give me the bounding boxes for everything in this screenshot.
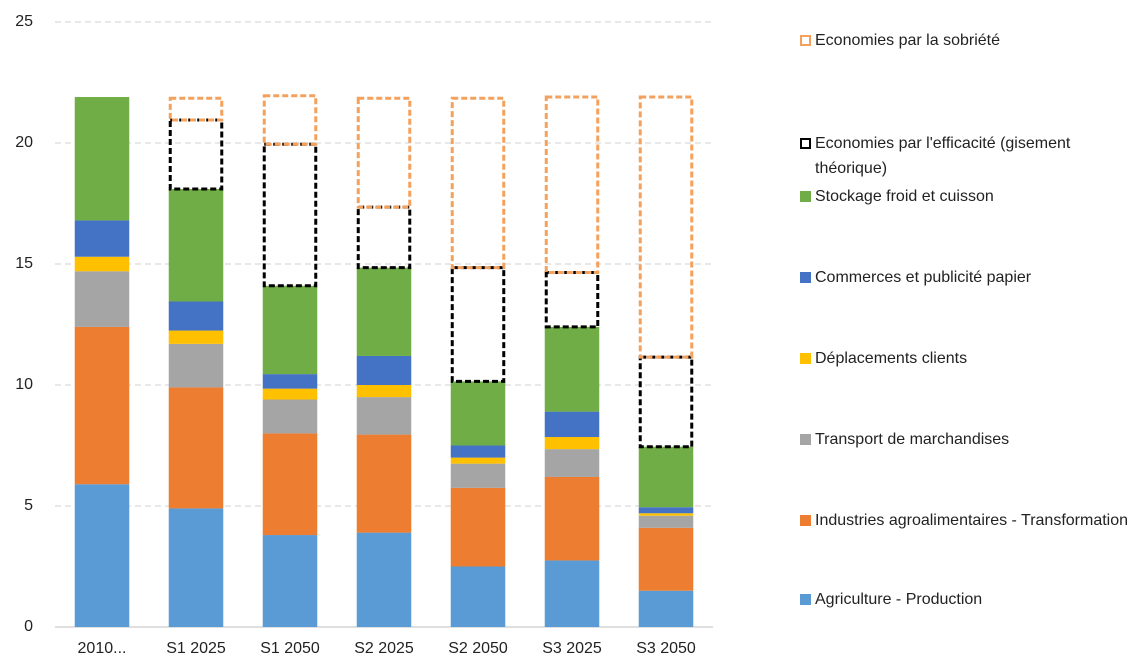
y-tick-label: 0 xyxy=(24,618,33,635)
legend-label: Agriculture - Production xyxy=(815,591,983,608)
bar xyxy=(356,434,412,533)
bar xyxy=(168,330,224,344)
bar xyxy=(168,188,224,302)
savings-bar xyxy=(262,142,318,288)
bar xyxy=(544,476,600,561)
bar xyxy=(262,374,318,389)
bar xyxy=(262,433,318,536)
legend-item: Transport de marchandises xyxy=(800,427,1130,452)
bar xyxy=(168,387,224,509)
legend-swatch xyxy=(800,515,811,526)
legend-label: Economies par la sobriété xyxy=(815,32,1000,49)
savings-bar xyxy=(450,96,506,270)
bar xyxy=(74,256,130,272)
legend-swatch xyxy=(800,272,811,283)
legend-swatch xyxy=(800,594,811,605)
savings-bar xyxy=(356,96,412,209)
legend-swatch xyxy=(800,138,811,149)
legend-item: Economies par la sobriété xyxy=(800,28,1130,53)
bar xyxy=(638,515,694,528)
legend-label: Commerces et publicité papier xyxy=(815,269,1032,286)
legend-item: Stockage froid et cuisson xyxy=(800,184,1130,209)
legend-swatch xyxy=(800,353,811,364)
legend-item: Commerces et publicité papier xyxy=(800,265,1130,290)
legend-swatch xyxy=(800,35,811,46)
bar xyxy=(450,566,506,627)
bar xyxy=(638,527,694,591)
bar xyxy=(450,463,506,488)
savings-bar xyxy=(168,96,224,122)
x-tick-label: S2 2025 xyxy=(354,640,414,657)
bar xyxy=(262,399,318,434)
bar xyxy=(450,445,506,458)
y-tick-label: 5 xyxy=(24,497,33,514)
x-tick-label: S3 2025 xyxy=(542,640,602,657)
legend-label: Déplacements clients xyxy=(815,350,968,367)
legend-label: Economies par l'efficacité (gisement thé… xyxy=(815,135,1071,177)
x-tick-label: S3 2050 xyxy=(636,640,696,657)
x-tick-label: S1 2050 xyxy=(260,640,320,657)
y-tick-label: 15 xyxy=(15,255,33,272)
y-tick-label: 25 xyxy=(15,13,33,30)
legend-item: Economies par l'efficacité (gisement thé… xyxy=(800,131,1130,181)
legend-swatch xyxy=(800,191,811,202)
bar xyxy=(74,326,130,485)
bar xyxy=(356,532,412,627)
savings-bar xyxy=(544,270,600,329)
bar xyxy=(262,285,318,375)
bar xyxy=(544,437,600,450)
bar xyxy=(450,487,506,567)
x-tick-label: S2 2050 xyxy=(448,640,508,657)
bar xyxy=(544,449,600,477)
bar xyxy=(638,590,694,627)
legend-label: Transport de marchandises xyxy=(815,431,1010,448)
bar xyxy=(638,446,694,508)
bar xyxy=(544,411,600,438)
x-tick-label: S1 2025 xyxy=(166,640,226,657)
bar xyxy=(450,457,506,464)
bar xyxy=(74,271,130,327)
bar xyxy=(168,508,224,627)
savings-bar xyxy=(356,205,412,270)
legend-item: Déplacements clients xyxy=(800,346,1130,371)
legend-label: Industries agroalimentaires - Transforma… xyxy=(815,512,1129,529)
bar xyxy=(262,388,318,400)
bar xyxy=(356,267,412,356)
bar xyxy=(74,484,130,627)
legend-item: Agriculture - Production xyxy=(800,587,1130,612)
savings-bar xyxy=(638,95,694,359)
bar xyxy=(356,355,412,385)
savings-bar xyxy=(168,118,224,191)
bar xyxy=(544,560,600,627)
y-tick-label: 10 xyxy=(15,376,33,393)
x-tick-label: 2010... xyxy=(78,640,127,657)
bar xyxy=(450,381,506,446)
bar xyxy=(74,220,130,257)
legend-swatch xyxy=(800,434,811,445)
y-tick-label: 20 xyxy=(15,134,33,151)
bar xyxy=(168,343,224,388)
bar xyxy=(356,385,412,398)
bar xyxy=(262,535,318,627)
bar xyxy=(544,326,600,412)
bar xyxy=(638,513,694,516)
bar xyxy=(168,301,224,331)
savings-bar xyxy=(450,266,506,383)
bar xyxy=(74,97,130,221)
savings-bar xyxy=(262,94,318,146)
savings-bar xyxy=(638,355,694,449)
bar xyxy=(638,507,694,514)
legend-item: Industries agroalimentaires - Transforma… xyxy=(800,508,1130,533)
legend-label: Stockage froid et cuisson xyxy=(815,188,994,205)
bar xyxy=(356,397,412,435)
savings-bar xyxy=(544,95,600,274)
